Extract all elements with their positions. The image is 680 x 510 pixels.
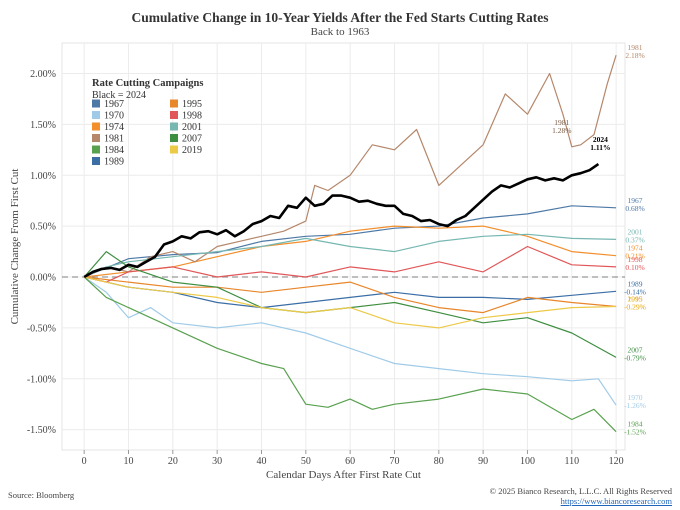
legend-swatch-2001	[170, 122, 178, 131]
legend-label-1970: 1970	[104, 111, 124, 122]
series-line-1967	[83, 205, 617, 278]
legend-swatch-1995	[170, 99, 178, 108]
legend-title: Rate Cutting Campaigns	[92, 78, 203, 89]
legend-swatch-1989	[92, 157, 100, 165]
x-tick-label: 100	[520, 456, 535, 467]
series-end-value: -0.79%	[624, 353, 646, 362]
series-end-value: 0.37%	[625, 235, 644, 244]
series-end-value: -1.52%	[624, 428, 646, 437]
x-tick-label: 0	[82, 456, 87, 467]
legend-label-2019: 2019	[182, 145, 202, 156]
series-line-1981	[83, 55, 617, 278]
series-line-2001	[83, 233, 617, 278]
x-tick-label: 40	[256, 456, 266, 467]
y-axis-title: Cumulative Change From First Cut	[9, 169, 21, 325]
series-lines	[83, 55, 617, 433]
legend-label-1967: 1967	[104, 99, 124, 110]
y-tick-label: 1.50%	[30, 120, 56, 131]
y-tick-label: 2.00%	[30, 69, 56, 80]
series-line-2019	[84, 276, 617, 329]
legend-swatch-1970	[92, 111, 100, 119]
axes: 0 10 20 30 40 50 60 70 80 90 100 110 120 -1.50% -1.00%…	[9, 69, 624, 481]
series-end-year: 2007	[628, 345, 643, 354]
series-end-year: 1984	[628, 420, 643, 429]
series-end-value: -0.29%	[624, 303, 646, 312]
chart-title: Cumulative Change in 10-Year Yields Afte…	[131, 10, 549, 25]
legend-label-2001: 2001	[182, 122, 202, 133]
series-end-labels: 19670.68%1970-1.26%19740.21%19812.18%198…	[552, 43, 646, 436]
x-tick-label: 80	[434, 456, 444, 467]
series-end-year: 1998	[628, 255, 643, 264]
legend-label-1984: 1984	[104, 145, 124, 156]
series-end-year: 1981	[628, 43, 643, 52]
annotation-year: 1981	[554, 118, 569, 127]
x-tick-label: 30	[212, 456, 222, 467]
series-end-value: -0.29%	[624, 303, 646, 312]
legend-label-1989: 1989	[104, 157, 124, 168]
source-note: Source: Bloomberg	[8, 490, 75, 500]
legend-swatch-1998	[170, 111, 178, 119]
series-line-1984	[83, 276, 617, 433]
series-end-value: -0.14%	[624, 287, 646, 296]
x-axis-title: Calendar Days After First Rate Cut	[266, 469, 421, 481]
x-tick-label: 20	[168, 456, 178, 467]
legend-swatch-1981	[92, 134, 100, 142]
series-end-value: 2.18%	[625, 51, 644, 60]
annotation-value: 1.11%	[590, 143, 610, 152]
series-end-year: 1967	[628, 196, 643, 205]
x-tick-label: 110	[564, 456, 579, 467]
annotation-year: 2024	[593, 135, 608, 144]
x-tick-label: 120	[609, 456, 624, 467]
plot-frame	[61, 42, 626, 451]
series-line-1995	[84, 276, 617, 314]
legend-swatch-2007	[170, 134, 178, 142]
legend-label-1995: 1995	[182, 99, 202, 110]
series-end-year: 1995	[628, 295, 643, 304]
series-end-year: 2001	[628, 227, 643, 236]
y-tick-label: -0.50%	[27, 323, 56, 334]
series-end-value: 0.21%	[625, 252, 644, 261]
legend-label-2007: 2007	[182, 134, 202, 145]
series-end-year: 1989	[628, 279, 643, 288]
y-tick-label: 0.00%	[30, 273, 56, 284]
x-tick-label: 70	[389, 456, 399, 467]
legend-swatch-2019	[170, 145, 178, 154]
x-tick-label: 60	[345, 456, 355, 467]
legend-swatch-1984	[92, 145, 100, 154]
y-tick-label: -1.00%	[27, 374, 56, 385]
series-end-value: 0.68%	[625, 204, 644, 213]
chart-subtitle: Back to 1963	[310, 26, 370, 38]
legend-label-1981: 1981	[104, 134, 124, 145]
y-tick-label: 0.50%	[30, 222, 56, 233]
annotation-value: 1.28%	[552, 126, 571, 135]
copyright-note: © 2025 Bianco Research, L.L.C. All Right…	[489, 486, 672, 496]
legend-label-1998: 1998	[182, 111, 202, 122]
series-end-value: 0.10%	[625, 263, 644, 272]
legend-label-1974: 1974	[104, 122, 124, 133]
series-end-value: -1.26%	[624, 401, 646, 410]
legend-subtitle: Black = 2024	[92, 90, 146, 101]
series-line-2024	[83, 163, 600, 279]
legend-swatch-1967	[92, 99, 100, 108]
grid-lines	[61, 42, 626, 451]
series-end-year: 2019	[628, 295, 643, 304]
x-tick-label: 10	[123, 456, 133, 467]
y-tick-label: -1.50%	[27, 425, 56, 436]
x-tick-label: 50	[301, 456, 311, 467]
series-end-year: 1974	[628, 244, 643, 253]
x-tick-label: 90	[478, 456, 488, 467]
website-link[interactable]: https://www.biancoresearch.com	[560, 496, 672, 506]
y-tick-label: 1.00%	[30, 171, 56, 182]
series-end-year: 1970	[628, 393, 643, 402]
series-line-1998	[84, 245, 617, 283]
legend-swatch-1974	[92, 122, 100, 131]
